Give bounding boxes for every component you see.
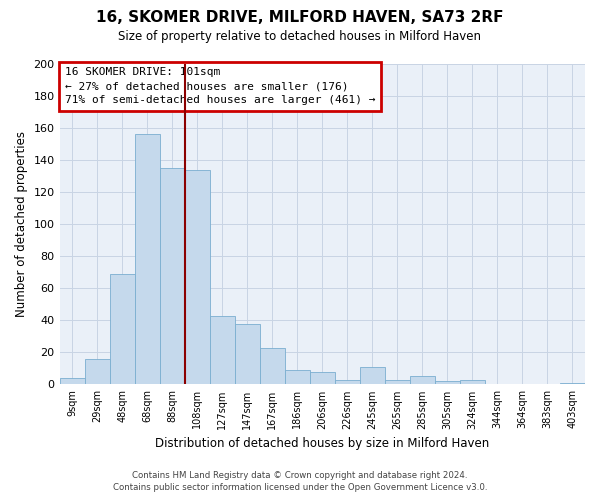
Bar xyxy=(185,170,209,384)
Bar xyxy=(59,378,85,384)
Bar xyxy=(260,348,285,385)
Bar xyxy=(235,324,260,384)
Bar xyxy=(285,370,310,384)
Bar xyxy=(335,380,360,384)
Bar xyxy=(85,359,110,384)
Bar xyxy=(310,372,335,384)
Text: 16 SKOMER DRIVE: 101sqm
← 27% of detached houses are smaller (176)
71% of semi-d: 16 SKOMER DRIVE: 101sqm ← 27% of detache… xyxy=(65,67,375,105)
Bar xyxy=(385,380,410,384)
Bar xyxy=(134,134,160,384)
Text: Size of property relative to detached houses in Milford Haven: Size of property relative to detached ho… xyxy=(119,30,482,43)
Text: 16, SKOMER DRIVE, MILFORD HAVEN, SA73 2RF: 16, SKOMER DRIVE, MILFORD HAVEN, SA73 2R… xyxy=(96,10,504,25)
Bar xyxy=(410,376,435,384)
Bar xyxy=(209,316,235,384)
Bar xyxy=(460,380,485,384)
Text: Contains HM Land Registry data © Crown copyright and database right 2024.
Contai: Contains HM Land Registry data © Crown c… xyxy=(113,471,487,492)
Y-axis label: Number of detached properties: Number of detached properties xyxy=(15,131,28,317)
Bar xyxy=(160,168,185,384)
X-axis label: Distribution of detached houses by size in Milford Haven: Distribution of detached houses by size … xyxy=(155,437,490,450)
Bar xyxy=(110,274,134,384)
Bar xyxy=(360,367,385,384)
Bar xyxy=(560,383,585,384)
Bar xyxy=(435,381,460,384)
